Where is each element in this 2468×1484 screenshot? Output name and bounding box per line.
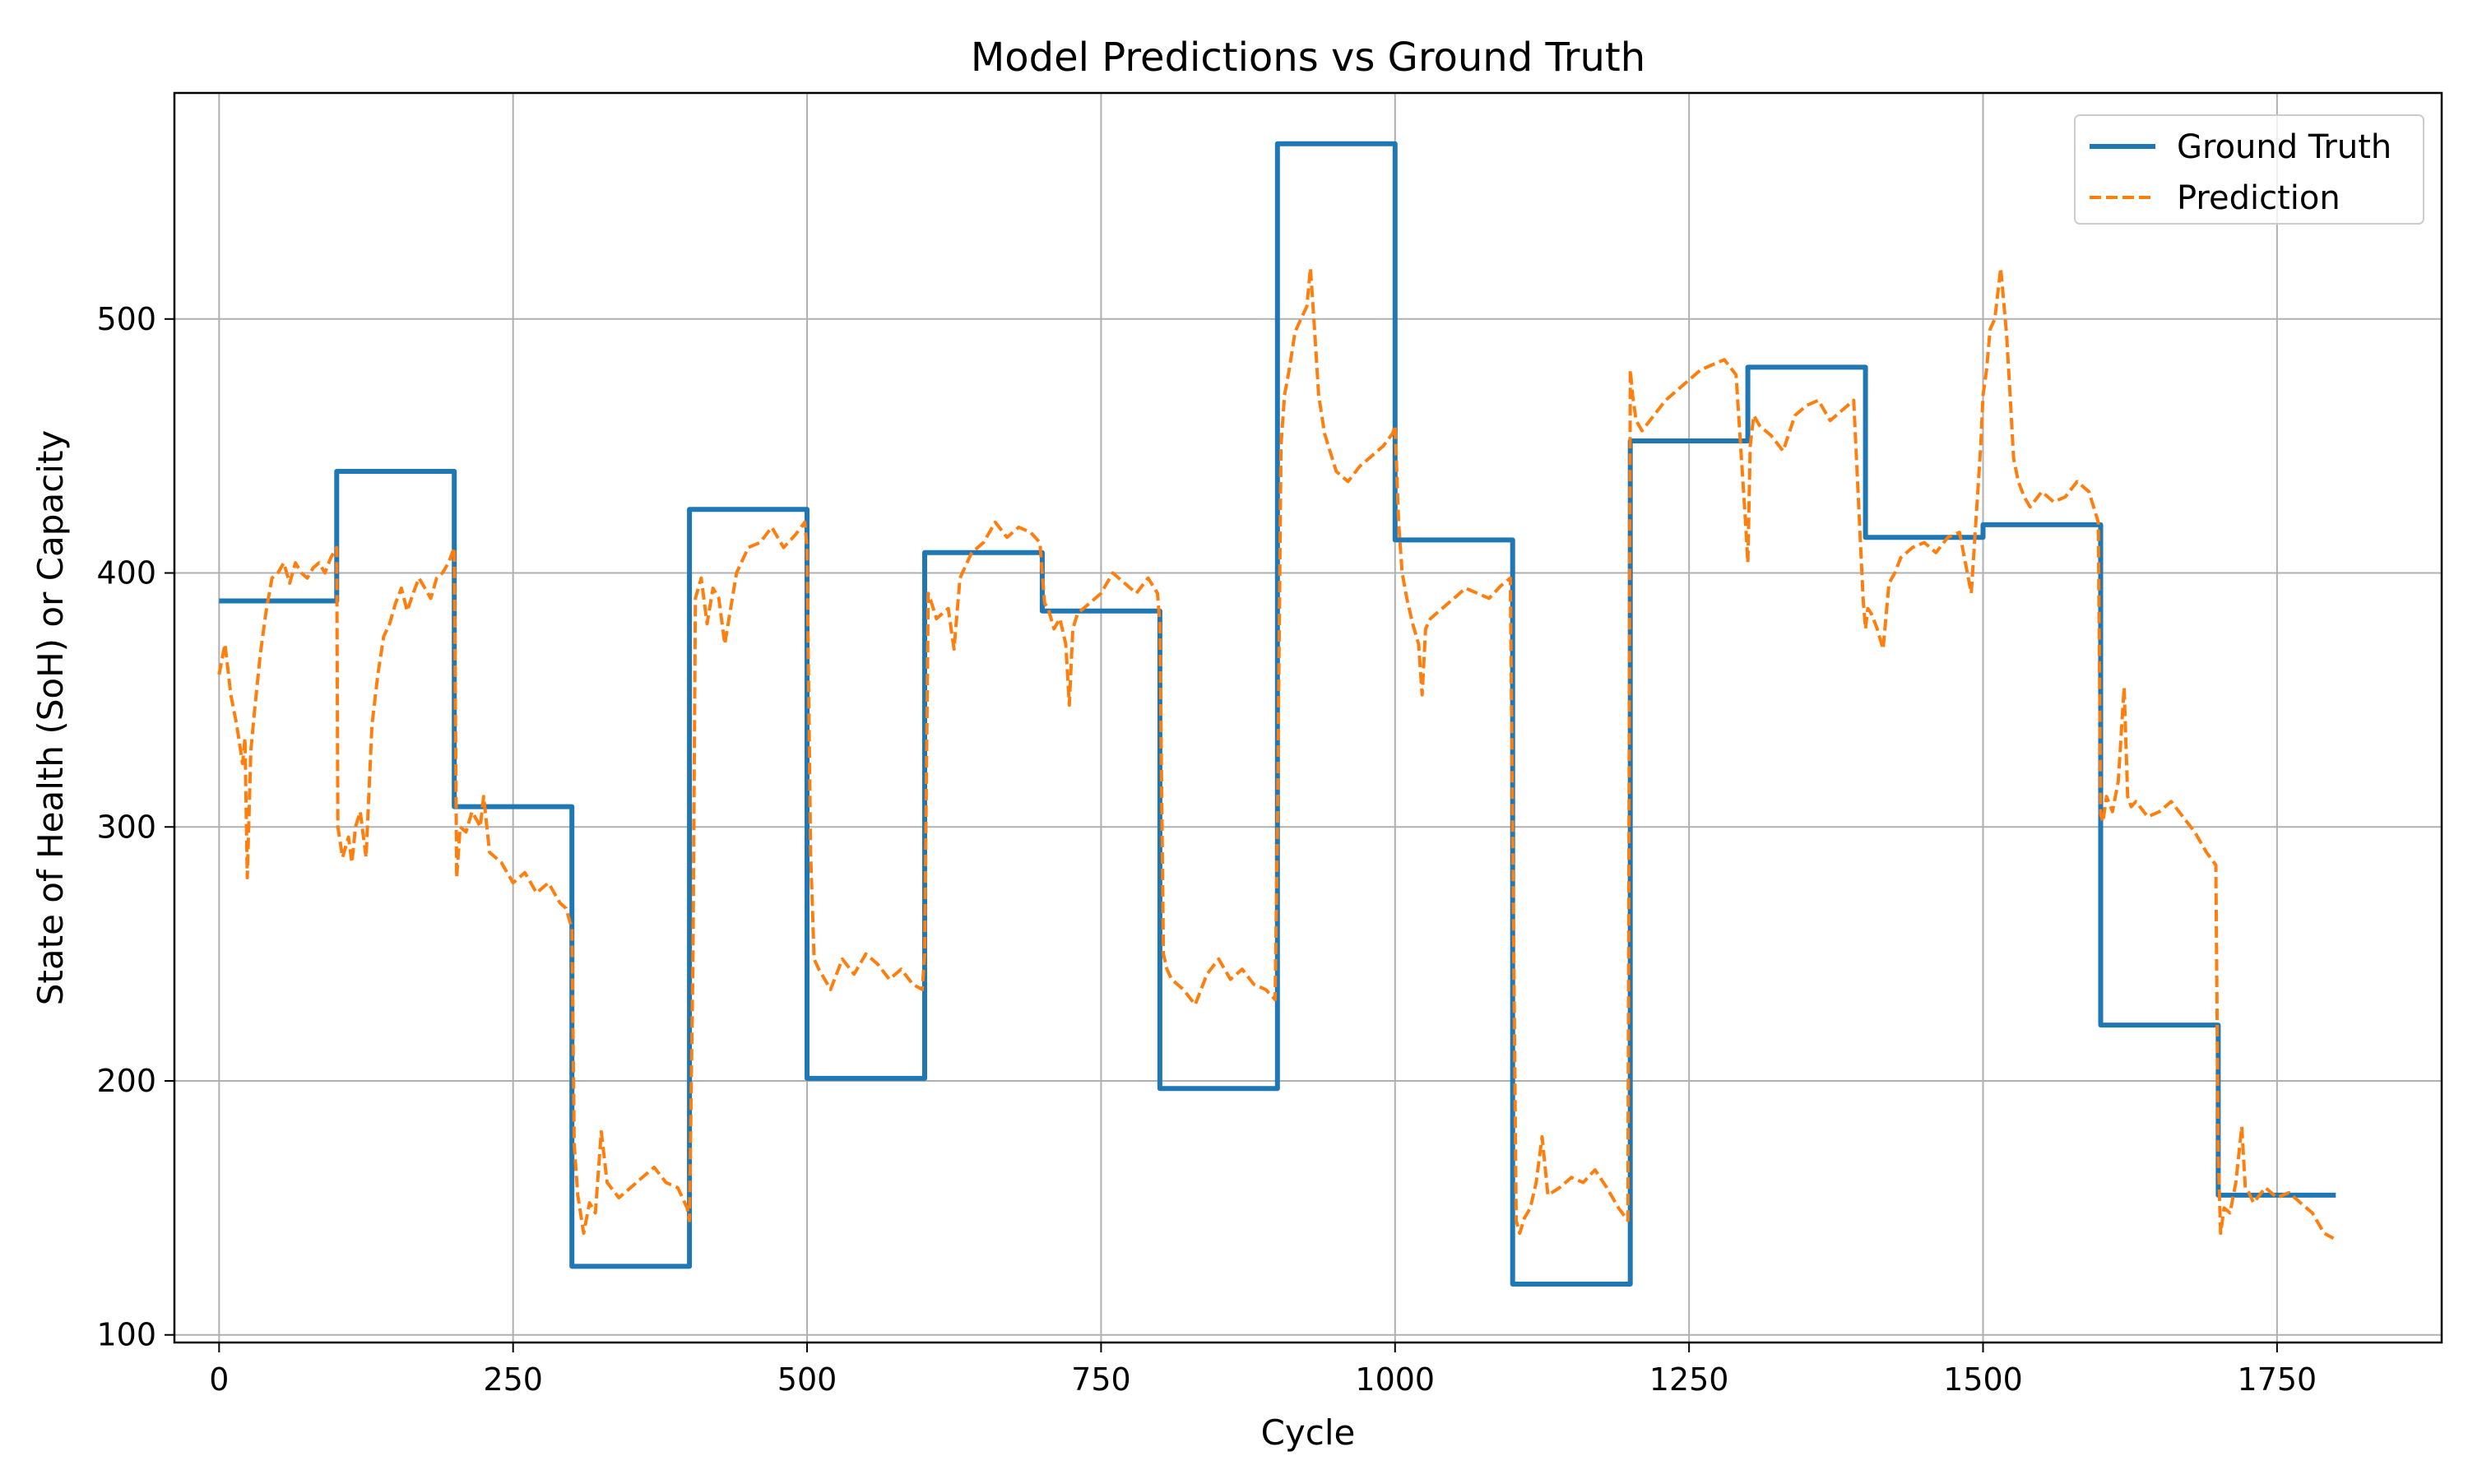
- y-tick-label: 300: [96, 809, 156, 845]
- x-tick-label: 750: [1071, 1361, 1131, 1398]
- chart-title: Model Predictions vs Ground Truth: [971, 35, 1645, 81]
- x-tick-label: 1500: [1943, 1361, 2023, 1398]
- legend-box: [2074, 114, 2424, 225]
- x-tick-label: 1250: [1649, 1361, 1729, 1398]
- x-tick-label: 1750: [2238, 1361, 2317, 1398]
- x-axis-title: Cycle: [1261, 1412, 1356, 1453]
- x-tick-label: 0: [209, 1361, 229, 1398]
- legend: Ground Truth Prediction: [2074, 114, 2424, 225]
- plot-area-frame: [173, 91, 2443, 1344]
- y-tick-label: 100: [96, 1317, 156, 1353]
- x-tick-label: 250: [483, 1361, 543, 1398]
- axis-ticks: 0 250 500 750 1000 1250 1500 1750 100 200 300 400 50…: [96, 301, 2317, 1398]
- legend-label-prediction: Prediction: [2177, 179, 2340, 217]
- legend-label-ground-truth: Ground Truth: [2177, 128, 2391, 166]
- y-tick-label: 500: [96, 301, 156, 337]
- series-line-prediction: [217, 267, 2335, 1241]
- series-line-ground-truth: [219, 141, 2336, 1287]
- x-tick-label: 500: [777, 1361, 837, 1398]
- y-axis-title: State of Health (SoH) or Capacity: [30, 430, 71, 1006]
- series-lines: [217, 141, 2336, 1287]
- y-tick-label: 400: [96, 555, 156, 591]
- y-tick-label: 200: [96, 1063, 156, 1099]
- x-tick-label: 1000: [1355, 1361, 1435, 1398]
